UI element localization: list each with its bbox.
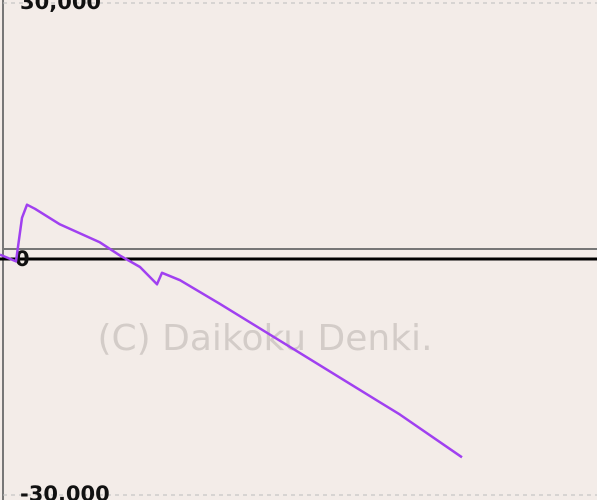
y-tick-label: -30,000 (20, 482, 110, 500)
watermark: (C) Daikoku Denki. (97, 318, 432, 359)
series-line (0, 203, 463, 459)
y-tick-label: 0 (15, 247, 30, 271)
y-tick-label: 30,000 (20, 0, 101, 14)
